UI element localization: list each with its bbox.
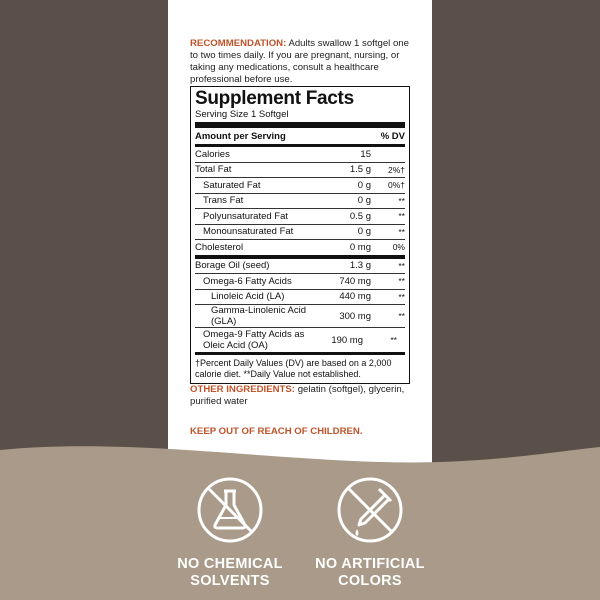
- nutrient-dv: **: [398, 291, 405, 302]
- nutrient-dv: 0%†: [387, 180, 405, 191]
- nutrient-name: Monounsaturated Fat: [203, 226, 294, 238]
- nutrient-name: Polyunsaturated Fat: [203, 210, 289, 222]
- facts-row: Total Fat 1.5 g 2%†: [195, 163, 405, 178]
- facts-header: Amount per Serving % DV: [195, 128, 405, 147]
- facts-title: Supplement Facts: [195, 88, 354, 109]
- facts-row: Linoleic Acid (LA) 440 mg **: [195, 290, 405, 305]
- nutrient-dv: **: [398, 260, 405, 271]
- recommendation-text: Adults swallow 1 softgel one to two time…: [190, 38, 409, 85]
- badge: NO ARTIFICIAL COLORS: [300, 475, 440, 590]
- label-panel: RECOMMENDATION: Adults swallow 1 softgel…: [168, 0, 432, 470]
- header-dv: % DV: [380, 131, 405, 142]
- facts-row: Polyunsaturated Fat 0.5 g **: [195, 209, 405, 225]
- nutrient-amount: 1.5 g: [349, 164, 371, 176]
- facts-row: Calories 15: [195, 147, 405, 163]
- nutrient-dv: **: [398, 311, 405, 321]
- recommendation-label: RECOMMENDATION:: [190, 38, 287, 49]
- other-ingredients: OTHER INGREDIENTS: gelatin (softgel), gl…: [190, 384, 412, 408]
- nutrient-amount: 0 g: [357, 226, 371, 238]
- badge-label: NO ARTIFICIAL COLORS: [300, 556, 440, 590]
- badge-label: NO CHEMICAL SOLVENTS: [160, 556, 300, 590]
- nutrient-dv: 0%: [392, 242, 405, 253]
- nutrient-name: Saturated Fat: [203, 179, 261, 191]
- facts-row: Cholesterol 0 mg 0%: [195, 240, 405, 259]
- other-label: OTHER INGREDIENTS:: [190, 384, 296, 395]
- facts-row: Monounsaturated Fat 0 g **: [195, 225, 405, 240]
- header-amount: Amount per Serving: [195, 131, 286, 142]
- nutrient-amount: 740 mg: [339, 275, 371, 287]
- recommendation: RECOMMENDATION: Adults swallow 1 softgel…: [190, 38, 412, 86]
- nutrient-name: Trans Fat: [203, 195, 244, 207]
- no-artificial-icon: [337, 477, 403, 543]
- serving-size: Serving Size 1 Softgel: [195, 109, 405, 128]
- facts-row: Saturated Fat 0 g 0%†: [195, 178, 405, 194]
- nutrient-amount: 440 mg: [339, 291, 371, 303]
- nutrient-name: Borage Oil (seed): [195, 260, 270, 272]
- footnote: †Percent Daily Values (DV) are based on …: [195, 352, 405, 380]
- nutrient-name: Calories: [195, 148, 230, 160]
- no-chemical-icon: [197, 477, 263, 543]
- facts-row: Omega-9 Fatty Acids as Oleic Acid (OA) 19…: [195, 328, 405, 352]
- nutrient-dv: **: [398, 226, 405, 237]
- badge-line: NO CHEMICAL: [177, 556, 283, 572]
- nutrient-name: Omega-9 Fatty Acids as Oleic Acid (OA): [203, 329, 305, 351]
- nutrient-dv: **: [398, 211, 405, 222]
- warning: KEEP OUT OF REACH OF CHILDREN.: [190, 426, 363, 437]
- other-text: gelatin (softgel), glycerin, purified wa…: [190, 384, 405, 407]
- nutrient-amount: 1.3 g: [349, 260, 371, 272]
- facts-row: Omega-6 Fatty Acids 740 mg **: [195, 274, 405, 290]
- nutrient-name: Cholesterol: [195, 241, 244, 253]
- nutrient-amount: 0.5 g: [349, 210, 371, 222]
- nutrient-dv: **: [398, 276, 405, 287]
- facts-row: Gamma-Linolenic Acid (GLA) 300 mg **: [195, 305, 405, 328]
- nutrient-amount: 0 mg: [349, 241, 371, 253]
- nutrient-dv: 2%†: [387, 164, 405, 175]
- nutrient-name: Total Fat: [195, 164, 232, 176]
- badge-line: NO ARTIFICIAL: [315, 556, 425, 572]
- nutrient-amount: 190 mg: [331, 334, 363, 346]
- nutrient-dv: **: [390, 335, 397, 345]
- badge: NO CHEMICAL SOLVENTS: [160, 475, 300, 590]
- nutrient-amount: 15: [360, 148, 371, 160]
- nutrient-name: Linoleic Acid (LA): [211, 291, 285, 303]
- facts-box: Supplement Facts Serving Size 1 Softgel …: [190, 86, 410, 384]
- badge-line: COLORS: [338, 573, 402, 589]
- nutrient-name: Omega-6 Fatty Acids: [203, 275, 292, 287]
- badge-line: SOLVENTS: [190, 573, 270, 589]
- nutrient-amount: 0 g: [357, 195, 371, 207]
- facts-row: Borage Oil (seed) 1.3 g **: [195, 259, 405, 274]
- wave: [0, 446, 600, 600]
- nutrient-name: Gamma-Linolenic Acid (GLA): [211, 305, 307, 327]
- nutrient-dv: **: [398, 195, 405, 206]
- facts-row: Trans Fat 0 g **: [195, 194, 405, 209]
- facts-rows: Calories 15 Total Fat 1.5 g 2%† Saturated Fat…: [195, 147, 405, 352]
- nutrient-amount: 300 mg: [339, 310, 371, 322]
- nutrient-amount: 0 g: [357, 179, 371, 191]
